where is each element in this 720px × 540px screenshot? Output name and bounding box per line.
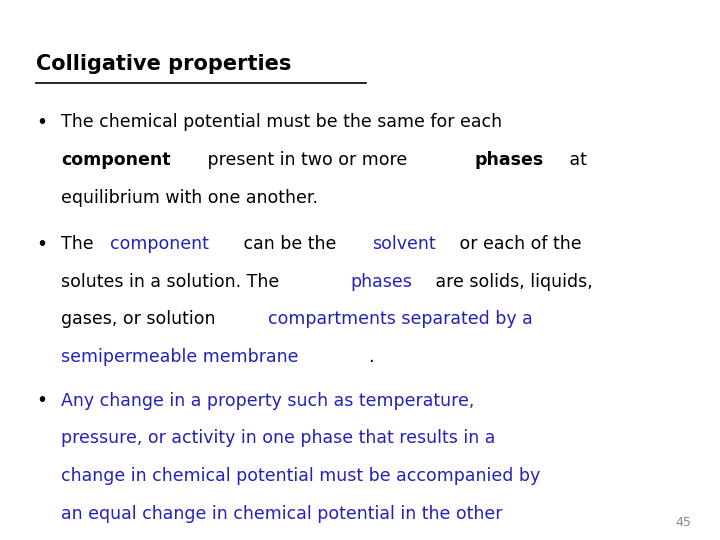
Text: Colligative properties: Colligative properties (36, 54, 292, 74)
Text: .: . (368, 348, 373, 366)
Text: The chemical potential must be the same for each: The chemical potential must be the same … (61, 113, 503, 131)
Text: gases, or solution: gases, or solution (61, 310, 221, 328)
Text: solvent: solvent (372, 235, 436, 253)
Text: phases: phases (474, 151, 544, 169)
Text: component: component (61, 151, 171, 169)
Text: •: • (36, 235, 47, 254)
Text: •: • (36, 113, 47, 132)
Text: The: The (61, 235, 99, 253)
Text: at: at (564, 151, 587, 169)
Text: equilibrium with one another.: equilibrium with one another. (61, 189, 318, 207)
Text: solutes in a solution. The: solutes in a solution. The (61, 273, 285, 291)
Text: present in two or more: present in two or more (202, 151, 413, 169)
Text: are solids, liquids,: are solids, liquids, (430, 273, 593, 291)
Text: semipermeable membrane: semipermeable membrane (61, 348, 299, 366)
Text: •: • (36, 392, 47, 410)
Text: compartments separated by a: compartments separated by a (268, 310, 532, 328)
Text: pressure, or activity in one phase that results in a: pressure, or activity in one phase that … (61, 429, 495, 447)
Text: change in chemical potential must be accompanied by: change in chemical potential must be acc… (61, 467, 541, 485)
Text: Any change in a property such as temperature,: Any change in a property such as tempera… (61, 392, 474, 409)
Text: 45: 45 (675, 516, 691, 529)
Text: phases: phases (350, 273, 412, 291)
Text: or each of the: or each of the (454, 235, 582, 253)
Text: component: component (110, 235, 210, 253)
Text: can be the: can be the (238, 235, 342, 253)
Text: an equal change in chemical potential in the other: an equal change in chemical potential in… (61, 505, 503, 523)
